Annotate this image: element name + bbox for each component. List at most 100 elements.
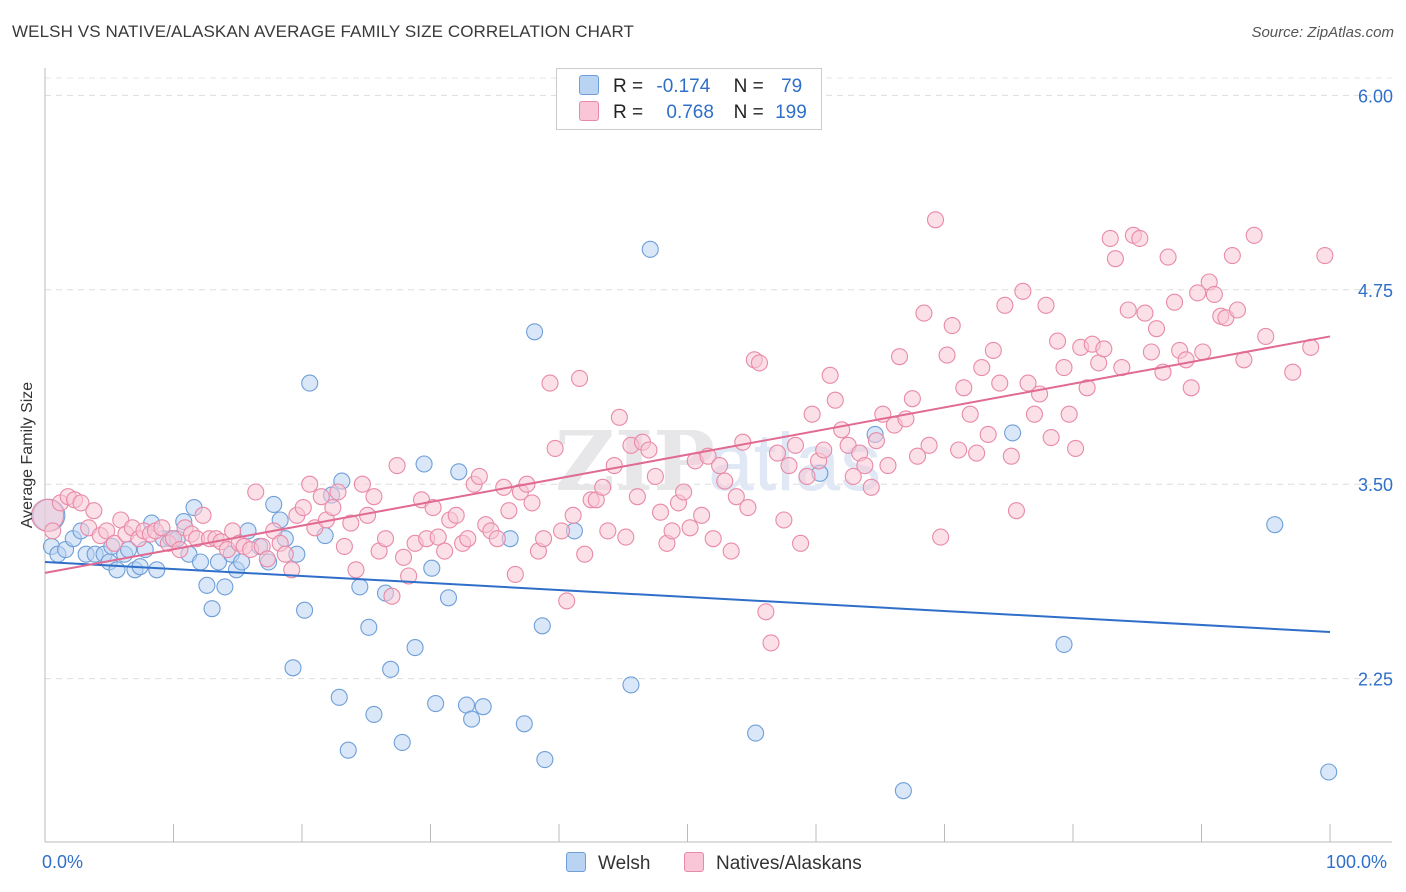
x-tick-label-right: 100.0%: [1326, 852, 1388, 872]
axes: [44, 68, 1392, 843]
natives-point: [926, 211, 945, 229]
welsh-point: [216, 578, 234, 596]
bottom-legend-label-natives: Natives/Alaskans: [716, 853, 862, 874]
natives-point: [329, 483, 347, 501]
natives-point: [1042, 429, 1060, 447]
welsh-point: [198, 576, 216, 594]
legend-n-value-natives: 199: [775, 102, 807, 123]
natives-point: [342, 514, 360, 532]
natives-point: [750, 354, 769, 372]
bottom-legend-swatch-welsh: [566, 852, 586, 872]
natives-point: [523, 494, 541, 512]
natives-trend-line: [44, 335, 1331, 574]
natives-point: [803, 405, 821, 423]
natives-point: [879, 457, 897, 475]
welsh-point: [351, 578, 369, 596]
natives-point: [541, 374, 559, 392]
legend-n-label: N =: [733, 76, 764, 97]
grid-lines: [45, 77, 1392, 680]
welsh-point: [330, 688, 348, 706]
welsh-point: [423, 559, 441, 577]
natives-point: [1060, 405, 1078, 423]
natives-point: [347, 561, 365, 579]
welsh-point: [265, 495, 283, 513]
natives-point: [1067, 439, 1085, 457]
natives-point: [488, 530, 506, 548]
natives-point: [640, 441, 658, 459]
legend-r-value-natives: 0.768: [666, 102, 714, 123]
natives-point: [470, 467, 488, 485]
legend-r-value-welsh: -0.174: [656, 76, 711, 97]
natives-point: [85, 502, 103, 520]
natives-point: [826, 391, 844, 409]
natives-point: [628, 488, 646, 506]
welsh-point: [284, 659, 302, 677]
y-tick-label: 6.00: [1358, 86, 1393, 106]
natives-point: [1101, 229, 1119, 247]
natives-point: [459, 530, 477, 548]
natives-point: [663, 522, 681, 540]
natives-point: [890, 348, 909, 366]
welsh-point: [747, 724, 765, 742]
natives-point: [1257, 327, 1275, 345]
welsh-point: [450, 463, 468, 481]
y-tick-label: 3.50: [1358, 475, 1393, 495]
natives-point: [1131, 229, 1149, 247]
natives-point: [1284, 363, 1302, 381]
natives-point: [768, 444, 787, 462]
welsh-point: [1055, 635, 1073, 653]
natives-point: [711, 457, 729, 475]
natives-point: [153, 519, 171, 537]
natives-point: [1106, 250, 1124, 268]
natives-point: [553, 522, 571, 540]
welsh-point: [463, 710, 481, 728]
natives-point: [546, 439, 564, 457]
welsh-point: [439, 589, 458, 607]
welsh-point: [203, 600, 221, 618]
natives-point: [996, 296, 1014, 314]
welsh-point: [301, 374, 319, 392]
welsh-point: [360, 618, 378, 636]
y-tick-label: 4.75: [1358, 281, 1393, 301]
bottom-legend-label-welsh: Welsh: [598, 853, 651, 874]
welsh-point: [1320, 763, 1338, 781]
natives-point: [376, 530, 395, 548]
natives-point: [762, 634, 780, 652]
welsh-point: [108, 561, 126, 579]
natives-point: [792, 534, 810, 552]
natives-point: [739, 499, 757, 517]
natives-point: [388, 457, 406, 475]
legend-r-label: R =: [613, 102, 644, 123]
natives-point: [301, 475, 319, 493]
natives-point: [844, 467, 862, 485]
natives-point: [1049, 332, 1067, 350]
natives-point: [1025, 405, 1043, 423]
natives-point: [1007, 502, 1026, 520]
natives-point: [991, 374, 1009, 392]
natives-point: [1177, 351, 1195, 369]
welsh-trend-line: [44, 561, 1331, 633]
natives-point: [247, 483, 265, 501]
legend-swatch-welsh: [579, 75, 599, 95]
data-points: [31, 211, 1338, 800]
bottom-legend-welsh: Welsh: [566, 852, 650, 875]
natives-point: [1182, 379, 1200, 397]
natives-point: [44, 522, 62, 540]
bottom-legend-natives: Natives/Alaskans: [684, 852, 862, 875]
natives-point: [617, 528, 635, 546]
welsh-point: [209, 553, 228, 571]
natives-point: [1119, 301, 1137, 319]
natives-point: [968, 444, 986, 462]
y-tick-label: 2.25: [1358, 670, 1393, 690]
natives-point: [961, 405, 979, 423]
natives-point: [400, 567, 418, 585]
natives-point: [775, 511, 793, 529]
natives-point: [394, 548, 413, 566]
natives-point: [938, 346, 956, 364]
natives-point: [675, 483, 693, 501]
natives-point: [979, 425, 997, 443]
natives-point: [1037, 296, 1055, 314]
welsh-point: [1266, 516, 1284, 534]
natives-point: [1194, 343, 1212, 361]
natives-point: [862, 478, 880, 496]
